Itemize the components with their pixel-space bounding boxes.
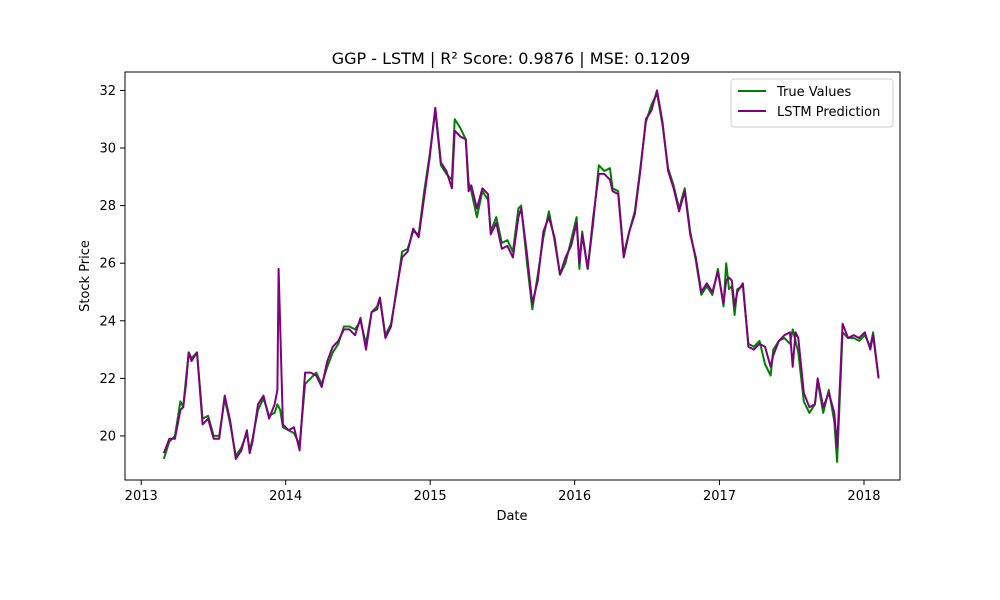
x-tick-label: 2015 — [414, 489, 447, 504]
y-tick-label: 20 — [99, 429, 116, 444]
y-tick-label: 22 — [99, 372, 116, 387]
x-tick-label: 2016 — [558, 489, 591, 504]
x-axis-label: Date — [496, 509, 527, 524]
x-tick-label: 2017 — [703, 489, 736, 504]
x-tick-label: 2018 — [847, 489, 880, 504]
y-axis: 20 22 24 26 28 30 32 — [99, 84, 125, 444]
plot-area — [125, 72, 900, 480]
legend-label-lstm-prediction: LSTM Prediction — [777, 105, 880, 120]
x-tick-label: 2014 — [269, 489, 302, 504]
y-tick-label: 30 — [99, 142, 116, 157]
x-tick-label: 2013 — [125, 489, 158, 504]
y-axis-label: Stock Price — [78, 240, 93, 312]
y-tick-label: 32 — [99, 84, 116, 99]
y-tick-label: 26 — [99, 257, 116, 272]
series-line-lstm-prediction — [162, 89, 880, 460]
legend: True Values LSTM Prediction — [730, 78, 894, 128]
plot-frame — [124, 71, 901, 481]
series-layer — [162, 89, 880, 463]
legend-box — [730, 78, 894, 128]
x-axis: 2013 2014 2015 2016 2017 2018 — [125, 480, 881, 504]
y-tick-label: 28 — [99, 199, 116, 214]
chart-title: GGP - LSTM | R² Score: 0.9876 | MSE: 0.1… — [332, 49, 691, 68]
legend-label-true-values: True Values — [776, 85, 851, 100]
y-tick-label: 24 — [99, 314, 116, 329]
